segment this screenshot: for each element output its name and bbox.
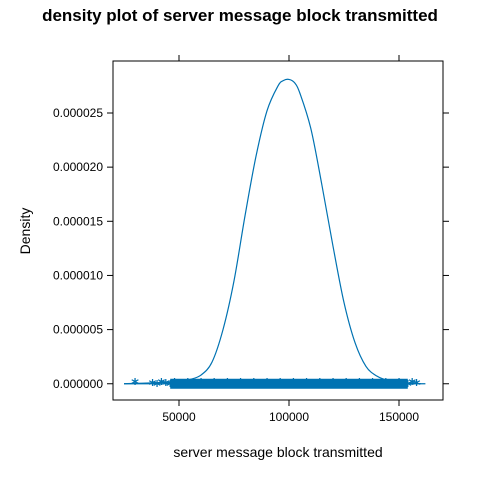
x-axis-title: server message block transmitted xyxy=(173,444,382,460)
rug-point: * xyxy=(153,377,161,395)
x-tick-label: 100000 xyxy=(269,410,309,424)
axis-ticks: 50000 100000 150000 0.000000 0.000005 0.00001… xyxy=(53,55,449,424)
y-tick-label: 0.000015 xyxy=(53,214,103,228)
y-tick-label: 0.000025 xyxy=(53,106,103,120)
rug-marks: ****************************************… xyxy=(124,375,426,395)
y-axis-title: Density xyxy=(17,208,33,255)
rug-point: * xyxy=(162,376,170,394)
x-tick-label: 150000 xyxy=(379,410,419,424)
rug-point: * xyxy=(413,376,421,394)
y-tick-label: 0.000000 xyxy=(53,377,103,391)
x-tick-label: 50000 xyxy=(162,410,196,424)
chart-title: density plot of server message block tra… xyxy=(42,6,438,25)
y-tick-label: 0.000020 xyxy=(53,160,103,174)
rug-point: * xyxy=(404,377,412,395)
plot-frame xyxy=(112,60,444,401)
y-tick-label: 0.000010 xyxy=(53,268,103,282)
rug-point: * xyxy=(149,376,157,394)
density-curve xyxy=(123,78,422,385)
y-tick-label: 0.000005 xyxy=(53,323,103,337)
